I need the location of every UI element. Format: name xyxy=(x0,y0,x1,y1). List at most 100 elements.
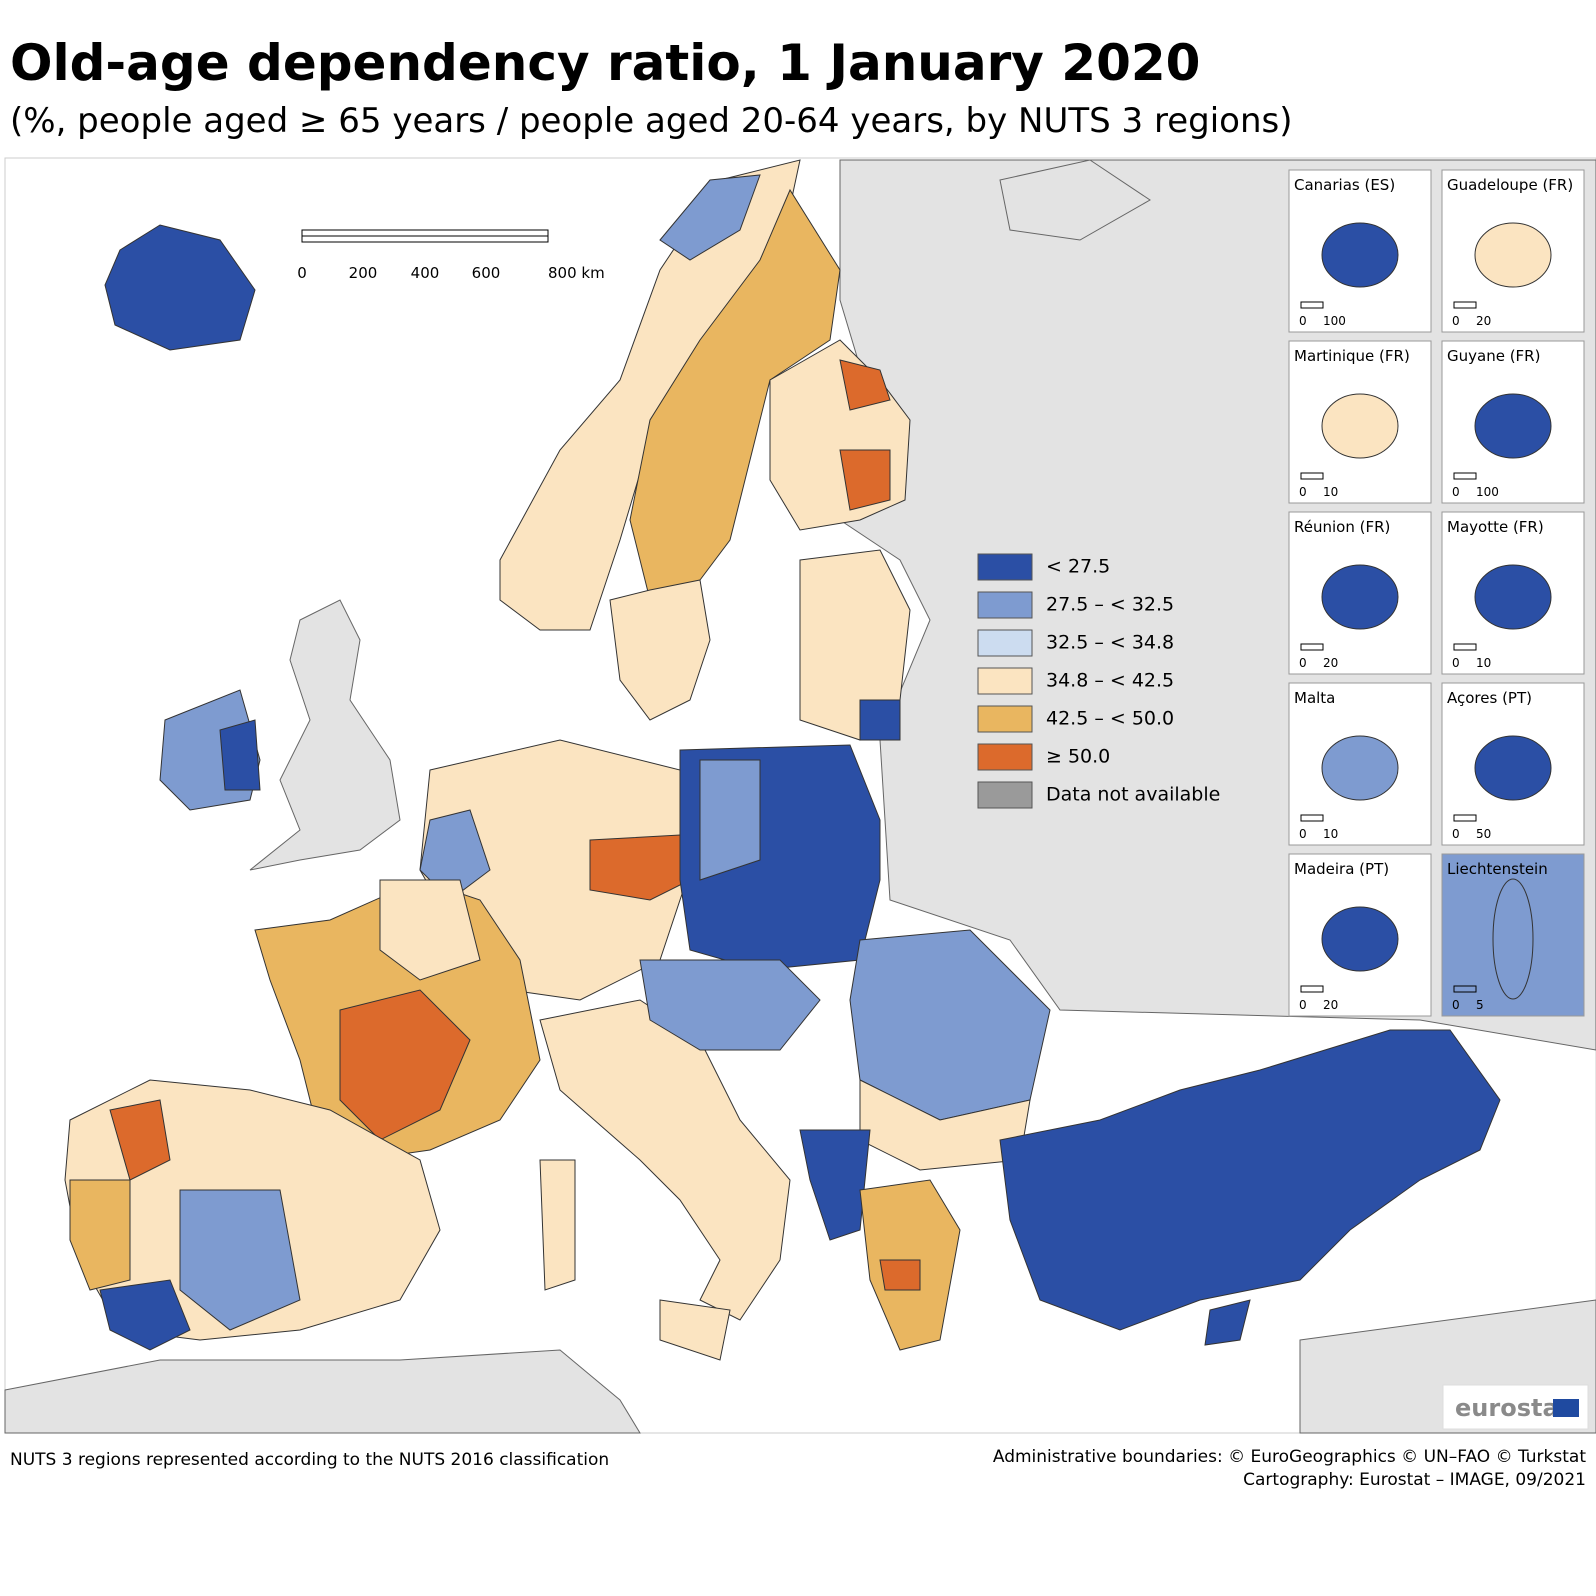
legend-swatch xyxy=(977,591,1033,619)
region xyxy=(839,359,891,411)
logo-text: eurostat xyxy=(1455,1394,1570,1422)
inset-scale-bar xyxy=(1300,301,1324,309)
region xyxy=(109,1099,171,1181)
inset-region xyxy=(1474,564,1552,630)
inset-scale-bar xyxy=(1453,985,1477,993)
region xyxy=(419,809,491,901)
inset-scale-label: 0 xyxy=(1299,656,1307,670)
scale-bar-label: 200 xyxy=(349,264,378,282)
inset-region xyxy=(1321,906,1399,972)
region xyxy=(999,1029,1501,1331)
inset-scale-bar xyxy=(1300,985,1324,993)
region xyxy=(589,834,691,901)
legend-label: < 27.5 xyxy=(1046,556,1110,578)
legend-swatch xyxy=(977,667,1033,695)
inset-name: Guyane (FR) xyxy=(1447,347,1540,365)
eu-flag xyxy=(1553,1399,1579,1417)
inset-scale-label: 100 xyxy=(1323,314,1346,328)
region xyxy=(379,879,481,981)
legend: < 27.5 27.5 – < 32.5 32.5 – < 34.8 34.8 – <… xyxy=(977,553,1220,809)
region xyxy=(839,449,891,511)
inset-scale-bar xyxy=(1300,643,1324,651)
inset-region xyxy=(1321,564,1399,630)
subtitle: (%, people aged ≥ 65 years / people aged… xyxy=(10,101,1292,141)
legend-label: 34.8 – < 42.5 xyxy=(1046,670,1174,692)
inset-scale-label: 0 xyxy=(1299,314,1307,328)
inset-scale-label: 20 xyxy=(1476,314,1491,328)
inset-region xyxy=(1474,222,1552,288)
inset-name: Martinique (FR) xyxy=(1294,347,1410,365)
inset-scale-label: 20 xyxy=(1323,998,1338,1012)
title: Old-age dependency ratio, 1 January 2020 xyxy=(10,34,1200,92)
inset-scale-label: 10 xyxy=(1323,827,1338,841)
inset-name: Réunion (FR) xyxy=(1294,518,1390,536)
region xyxy=(699,759,761,881)
inset-scale-label: 0 xyxy=(1452,827,1460,841)
region xyxy=(799,1129,871,1241)
inset-region xyxy=(1492,878,1534,1000)
region xyxy=(99,1279,191,1351)
inset-scale-label: 10 xyxy=(1323,485,1338,499)
legend-label: 32.5 – < 34.8 xyxy=(1046,632,1174,654)
inset-scale-label: 0 xyxy=(1452,998,1460,1012)
region xyxy=(1204,1299,1251,1346)
inset-scale-label: 0 xyxy=(1299,998,1307,1012)
inset-name: Açores (PT) xyxy=(1447,689,1532,707)
inset-region xyxy=(1321,222,1399,288)
inset-scale-label: 0 xyxy=(1452,314,1460,328)
inset-scale-label: 5 xyxy=(1476,998,1484,1012)
inset-region xyxy=(1321,393,1399,459)
scale-bar-label: 0 xyxy=(297,264,307,282)
region xyxy=(179,1189,301,1331)
inset-scale-label: 50 xyxy=(1476,827,1491,841)
footer-credit: Administrative boundaries: © EuroGeograp… xyxy=(993,1447,1586,1467)
inset-scale-bar xyxy=(1453,301,1477,309)
inset-name: Canarias (ES) xyxy=(1294,176,1395,194)
region xyxy=(69,1179,131,1291)
inset-scale-label: 0 xyxy=(1299,827,1307,841)
legend-label: Data not available xyxy=(1046,784,1220,806)
region xyxy=(879,1259,921,1291)
legend-label: 27.5 – < 32.5 xyxy=(1046,594,1174,616)
inset-region xyxy=(1474,393,1552,459)
inset-scale-label: 20 xyxy=(1323,656,1338,670)
land-no-data xyxy=(4,1349,641,1434)
scale-bar-label: 400 xyxy=(411,264,440,282)
logo: eurostat xyxy=(1442,1384,1589,1430)
inset-name: Mayotte (FR) xyxy=(1447,518,1544,536)
legend-label: ≥ 50.0 xyxy=(1046,746,1110,768)
footer-credit: Cartography: Eurostat – IMAGE, 09/2021 xyxy=(1243,1470,1586,1490)
inset-name: Guadeloupe (FR) xyxy=(1447,176,1573,194)
legend-label: 42.5 – < 50.0 xyxy=(1046,708,1174,730)
inset-scale-label: 0 xyxy=(1299,485,1307,499)
region xyxy=(339,989,471,1141)
inset-name: Malta xyxy=(1294,689,1335,707)
region xyxy=(659,174,761,261)
region xyxy=(859,699,901,741)
legend-swatch xyxy=(977,553,1033,581)
inset-region xyxy=(1474,735,1552,801)
inset-scale-label: 0 xyxy=(1452,656,1460,670)
inset-scale-label: 10 xyxy=(1476,656,1491,670)
inset-name: Madeira (PT) xyxy=(1294,860,1389,878)
inset-scale-bar xyxy=(1453,472,1477,480)
region xyxy=(104,224,256,351)
scale-bar-label: 800 km xyxy=(548,264,605,282)
inset-scale-bar xyxy=(1300,472,1324,480)
region xyxy=(539,1159,576,1291)
footer-note: NUTS 3 regions represented according to … xyxy=(10,1450,609,1470)
inset-scale-label: 0 xyxy=(1452,485,1460,499)
region xyxy=(609,579,711,721)
inset-scale-bar xyxy=(1453,814,1477,822)
scale-bar xyxy=(301,229,549,243)
region xyxy=(639,959,821,1051)
inset-name: Liechtenstein xyxy=(1447,860,1548,878)
inset-scale-bar xyxy=(1300,814,1324,822)
land-no-data xyxy=(249,599,401,871)
legend-swatch xyxy=(977,743,1033,771)
legend-swatch xyxy=(977,629,1033,657)
inset-scale-bar xyxy=(1453,643,1477,651)
region xyxy=(219,719,261,791)
